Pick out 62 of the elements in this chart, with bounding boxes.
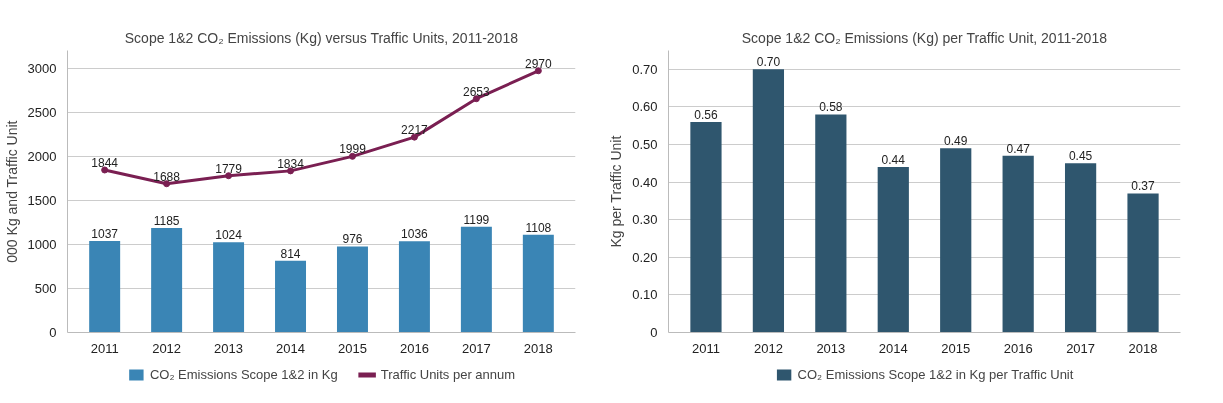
y-tick-label: 500 [34,280,57,296]
data-label: 1999 [339,142,367,157]
text: 0.56 [694,107,718,122]
data-label: 1185 [153,214,180,229]
x-tick-label: 2015 [941,340,971,356]
x-tick-label: 2014 [276,340,305,356]
y-tick-label: 1000 [27,236,57,252]
data-label: 1036 [401,227,429,242]
data-label: 2653 [463,84,491,99]
y-tick-label: 0 [650,325,658,340]
x-tick-label: 2014 [878,340,908,356]
y-tick-label: 3000 [27,60,57,76]
data-label: 2217 [401,123,429,138]
legend-label: Traffic Units per annum [380,366,516,382]
data-label: 1037 [91,227,119,242]
y-axis-title: Kg per Traffic Unit [608,135,625,248]
chart-title: Scope 1&2 CO₂ Emissions (Kg) versus Traffic Units, 2011-2018 [124,29,519,46]
data-label: 2970 [524,56,552,71]
x-tick-label: 2018 [1128,340,1158,356]
text: 0.45 [1068,149,1093,164]
x-tick-label: 2012 [753,340,783,356]
x-tick-label: 2018 [523,340,553,356]
y-tick-label: 2500 [27,104,57,120]
text: 0.44 [881,153,905,168]
y-tick-label: 0.10 [632,287,658,303]
y-tick-label: 2000 [27,148,57,164]
legend-label: CO₂ Emissions Scope 1&2 in Kg [149,366,338,382]
y-tick-label: 0.60 [632,99,658,115]
data-label: 814 [280,246,301,261]
y-axis-title: 000 Kg and Traffic Unit [3,120,20,263]
data-label: 1199 [463,212,490,227]
data-label: 976 [342,232,363,247]
y-tick-label: 0.40 [632,174,658,190]
data-label: 1834 [277,156,305,171]
text: 0.70 [756,55,781,70]
x-tick-label: 2017 [461,340,491,356]
text: 0.37 [1131,179,1155,194]
x-tick-label: 2017 [1066,340,1096,356]
data-label: 1779 [215,161,243,176]
text: 0.49 [944,134,968,149]
y-tick-label: 0 [49,325,57,340]
x-tick-label: 2011 [90,340,119,356]
x-tick-label: 2013 [214,340,244,356]
x-tick-label: 2015 [338,340,367,356]
x-tick-label: 2011 [691,340,720,356]
chart-title: Scope 1&2 CO₂ Emissions (Kg) per Traffic Unit, 2011-2018 [741,29,1108,46]
x-tick-label: 2013 [816,340,846,356]
y-tick-label: 0.50 [632,137,658,152]
y-tick-label: 0.30 [632,212,658,228]
text: 0.58 [819,100,843,115]
data-label: 1024 [215,228,243,243]
data-label: 1688 [153,169,181,184]
y-tick-label: 1500 [27,192,57,208]
data-label: 1108 [525,220,552,235]
x-tick-label: 2016 [399,340,429,356]
x-tick-label: 2016 [1003,340,1033,356]
legend-label: CO₂ Emissions Scope 1&2 in Kg per Traffic Unit [797,366,1074,382]
text: 0.47 [1006,141,1030,156]
y-tick-label: 0.70 [632,61,658,77]
y-tick-label: 0.20 [632,249,658,265]
data-label: 1844 [91,156,119,170]
x-tick-label: 2012 [152,340,182,356]
